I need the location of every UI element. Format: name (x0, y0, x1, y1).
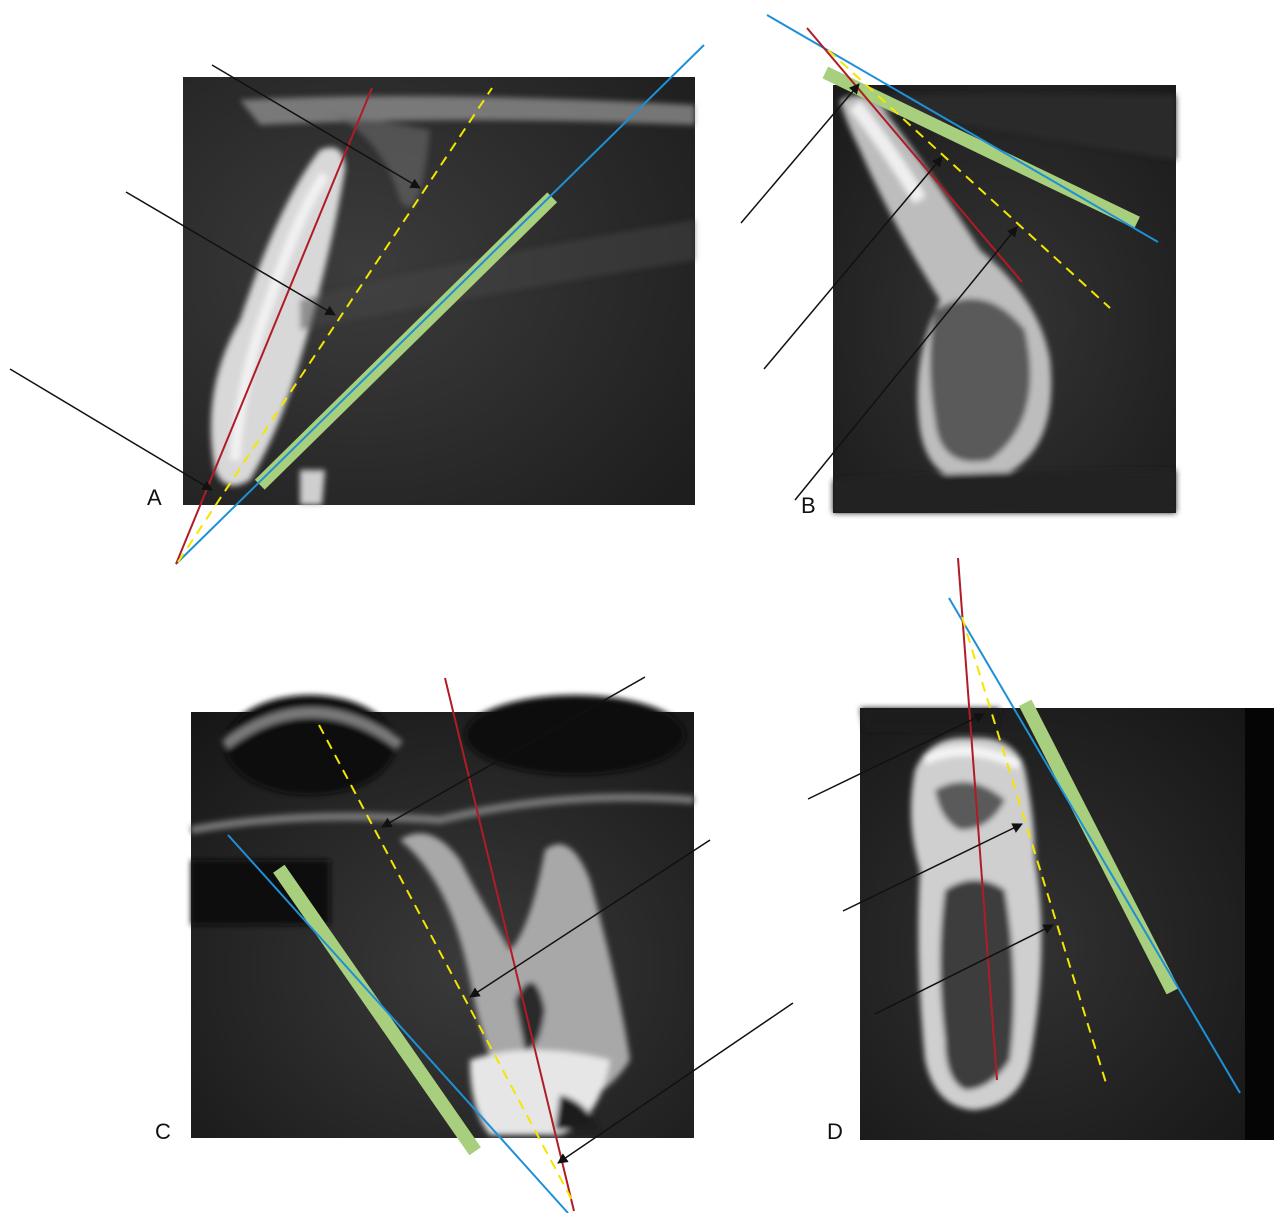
arrow-b1 (740, 83, 860, 224)
green-bar-c (273, 864, 481, 1156)
green-bar-b (822, 66, 1140, 229)
panel-a (9, 44, 705, 565)
red-axis-b (806, 27, 1023, 283)
yellow-dashed-c (318, 724, 573, 1201)
panel-b (740, 14, 1176, 513)
green-bar-a (254, 192, 558, 490)
arrow-c3 (557, 1002, 794, 1164)
arrow-a3 (9, 368, 213, 491)
arrow-d2 (842, 823, 1023, 912)
arrow-a1 (211, 64, 421, 189)
panel-d (807, 557, 1274, 1140)
arrow-b3 (794, 226, 1018, 501)
blue-line-d (948, 597, 1241, 1094)
scan-edge-d (1245, 708, 1274, 1140)
arrow-d3 (874, 924, 1054, 1015)
arrow-b2 (763, 156, 943, 370)
red-axis-c (444, 677, 575, 1212)
panel-label-c: C (155, 1119, 171, 1144)
panel-label-d: D (827, 1119, 843, 1144)
red-axis-d (957, 557, 998, 1081)
arrow-a2 (125, 191, 336, 316)
arrow-c1 (381, 676, 646, 828)
panel-label-b: B (801, 493, 816, 518)
yellow-dashed-d (961, 616, 1107, 1084)
blue-line-a (175, 44, 705, 565)
panel-label-a: A (147, 485, 162, 510)
anatomy-b (833, 95, 1176, 513)
yellow-dashed-a (177, 87, 493, 563)
arrow-c2 (469, 839, 711, 998)
yellow-dashed-b (827, 49, 1111, 309)
panel-c (190, 676, 794, 1213)
arrow-d1 (807, 713, 985, 800)
blue-line-c (227, 834, 569, 1213)
